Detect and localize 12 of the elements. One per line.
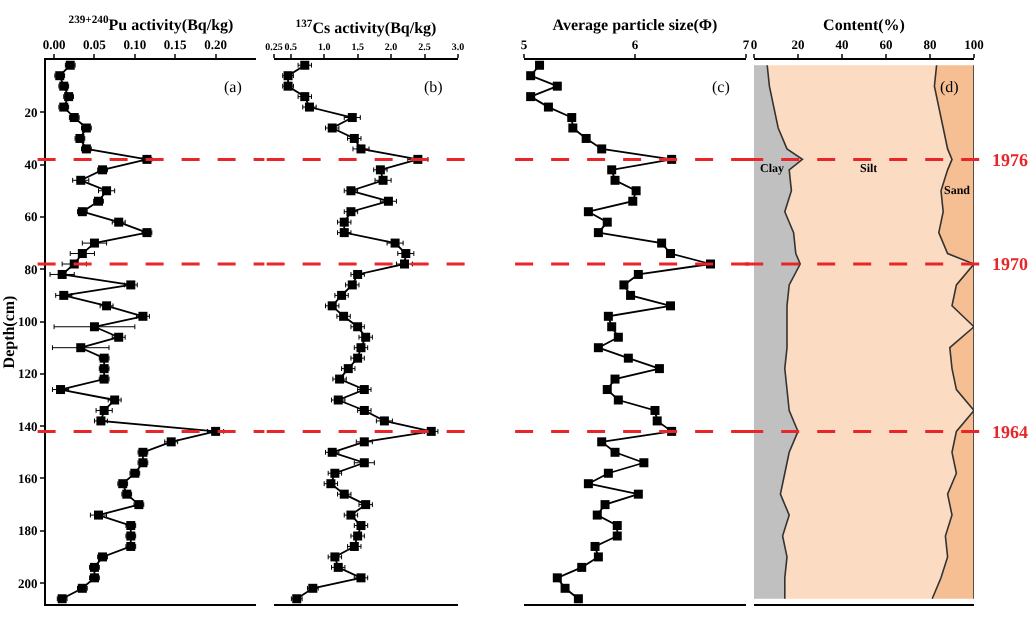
text: 1970 (992, 254, 1029, 274)
x-axis-title: $^{239+240}$Pu activity(Bq/kg) (68, 15, 235, 35)
x-axis-title: Average particle size(Φ) (552, 16, 719, 35)
annotation: (d) (940, 78, 960, 96)
y-axis-title: Depth(cm) (0, 294, 18, 369)
text: 1976 (992, 150, 1029, 170)
annotation: (b) (424, 78, 444, 96)
x-axis-title: $^{137}$Cs activity(Bq/kg) (295, 18, 438, 38)
annotation: (c) (712, 78, 731, 96)
annotation: (a) (224, 78, 243, 96)
x-axis-title: Content(%) (823, 16, 906, 35)
text: 1964 (992, 422, 1029, 442)
